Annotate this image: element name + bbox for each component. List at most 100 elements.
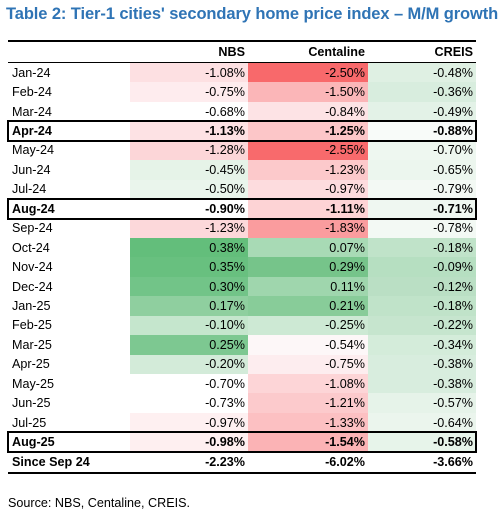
row-month-label: Apr-25: [12, 357, 50, 372]
row-month-label: Feb-25: [12, 318, 52, 333]
cell-nbs: -1.13%: [130, 121, 248, 141]
cell-creis: -0.71%: [368, 199, 476, 219]
cell-nbs: -0.70%: [130, 374, 248, 394]
cell-creis: -0.48%: [368, 62, 476, 83]
cell-centaline: -0.84%: [248, 101, 368, 122]
cell-nbs: -0.98%: [130, 432, 248, 453]
header-row: NBS Centaline CREIS: [8, 41, 476, 63]
cell-centaline: 0.29%: [248, 257, 368, 277]
cell-centaline: 0.21%: [248, 296, 368, 316]
column-header-nbs: NBS: [130, 41, 248, 63]
cell-creis: -0.70%: [368, 140, 476, 161]
cell-nbs: -0.68%: [130, 101, 248, 122]
total-creis: -3.66%: [368, 451, 476, 475]
cell-centaline: -1.33%: [248, 412, 368, 433]
cell-centaline: 0.11%: [248, 276, 368, 297]
cell-centaline: -2.50%: [248, 62, 368, 83]
table-title: Table 2: Tier-1 cities' secondary home p…: [6, 5, 498, 23]
row-month-label: Aug-25: [12, 435, 55, 450]
table-body: Jan-24 -1.08% -2.50% -0.48% Feb-24 -0.75% -1.5…: [7, 62, 477, 454]
row-month-label: Jun-24: [12, 162, 51, 177]
cell-creis: -0.57%: [368, 393, 476, 413]
table-row: Dec-24 0.30% 0.11% -0.12%: [8, 276, 476, 297]
cell-creis: -0.38%: [368, 354, 476, 374]
table-row: Aug-25 -0.98% -1.54% -0.58%: [7, 431, 477, 454]
cell-nbs: -0.73%: [130, 393, 248, 413]
table-row: Feb-25 -0.10% -0.25% -0.22%: [8, 315, 476, 336]
cell-creis: -0.88%: [368, 121, 476, 141]
column-header-creis: CREIS: [368, 41, 476, 63]
cell-centaline: -1.83%: [248, 218, 368, 238]
row-month-label: Apr-24: [12, 124, 52, 139]
cell-creis: -0.78%: [368, 218, 476, 238]
table-row: Nov-24 0.35% 0.29% -0.09%: [8, 257, 476, 277]
cell-creis: -0.65%: [368, 160, 476, 180]
source-note: Source: NBS, Centaline, CREIS.: [8, 496, 190, 510]
cell-nbs: -1.08%: [130, 62, 248, 83]
cell-creis: -0.09%: [368, 257, 476, 277]
cell-nbs: 0.25%: [130, 335, 248, 355]
row-month-label: Jul-25: [12, 415, 47, 430]
cell-centaline: -1.25%: [248, 121, 368, 141]
price-index-table: NBS Centaline CREIS Jan-24 -1.08% -2.50% -0…: [7, 40, 477, 475]
table-row: Feb-24 -0.75% -1.50% -0.36%: [8, 82, 476, 102]
cell-centaline: -1.54%: [248, 432, 368, 453]
cell-creis: -0.18%: [368, 296, 476, 316]
cell-nbs: 0.35%: [130, 257, 248, 277]
total-row: Since Sep 24 -2.23% -6.02% -3.66%: [8, 451, 476, 475]
cell-centaline: -1.21%: [248, 393, 368, 413]
row-month-label: Jan-25: [12, 298, 51, 313]
cell-creis: -0.36%: [368, 82, 476, 102]
row-month-label: May-24: [12, 143, 54, 158]
cell-centaline: -1.50%: [248, 82, 368, 102]
total-nbs: -2.23%: [130, 451, 248, 475]
cell-creis: -0.12%: [368, 276, 476, 297]
row-month-label: Aug-24: [12, 201, 55, 216]
cell-nbs: 0.17%: [130, 296, 248, 316]
cell-centaline: -1.11%: [248, 199, 368, 219]
cell-creis: -0.58%: [368, 432, 476, 453]
cell-centaline: -1.23%: [248, 160, 368, 180]
cell-creis: -0.22%: [368, 315, 476, 336]
column-header-month: [8, 41, 130, 63]
cell-nbs: 0.38%: [130, 237, 248, 258]
cell-nbs: -0.20%: [130, 354, 248, 374]
column-header-centaline: Centaline: [248, 41, 368, 63]
table-row: May-25 -0.70% -1.08% -0.38%: [8, 374, 476, 394]
cell-nbs: -0.10%: [130, 315, 248, 336]
table-row: Aug-24 -0.90% -1.11% -0.71%: [7, 198, 477, 220]
table-row: Jul-24 -0.50% -0.97% -0.79%: [8, 179, 476, 200]
cell-creis: -0.34%: [368, 335, 476, 355]
table-row: Jun-25 -0.73% -1.21% -0.57%: [8, 393, 476, 413]
cell-centaline: -0.54%: [248, 335, 368, 355]
table-row: Apr-24 -1.13% -1.25% -0.88%: [7, 120, 477, 142]
cell-centaline: -0.25%: [248, 315, 368, 336]
row-month-label: Jul-24: [12, 182, 47, 197]
cell-nbs: -0.50%: [130, 179, 248, 200]
total-label: Since Sep 24: [8, 451, 130, 475]
table-row: Jul-25 -0.97% -1.33% -0.64%: [8, 412, 476, 433]
cell-nbs: 0.30%: [130, 276, 248, 297]
table-row: Mar-25 0.25% -0.54% -0.34%: [8, 335, 476, 355]
row-month-label: Oct-24: [12, 240, 50, 255]
table-row: Apr-25 -0.20% -0.75% -0.38%: [8, 354, 476, 374]
cell-centaline: -2.55%: [248, 140, 368, 161]
table-row: Jan-25 0.17% 0.21% -0.18%: [8, 296, 476, 316]
row-month-label: Nov-24: [12, 260, 53, 275]
table-row: Jun-24 -0.45% -1.23% -0.65%: [8, 160, 476, 180]
table-row: Jan-24 -1.08% -2.50% -0.48%: [8, 62, 476, 83]
row-month-label: Jun-25: [12, 396, 51, 411]
cell-nbs: -0.75%: [130, 82, 248, 102]
cell-centaline: -0.97%: [248, 179, 368, 200]
cell-centaline: 0.07%: [248, 237, 368, 258]
cell-nbs: -0.90%: [130, 199, 248, 219]
cell-creis: -0.18%: [368, 237, 476, 258]
cell-creis: -0.49%: [368, 101, 476, 122]
row-month-label: Sep-24: [12, 221, 53, 236]
row-month-label: May-25: [12, 376, 54, 391]
cell-centaline: -0.75%: [248, 354, 368, 374]
cell-creis: -0.79%: [368, 179, 476, 200]
row-month-label: Dec-24: [12, 279, 53, 294]
table-row: Oct-24 0.38% 0.07% -0.18%: [8, 237, 476, 258]
row-month-label: Jan-24: [12, 65, 51, 80]
